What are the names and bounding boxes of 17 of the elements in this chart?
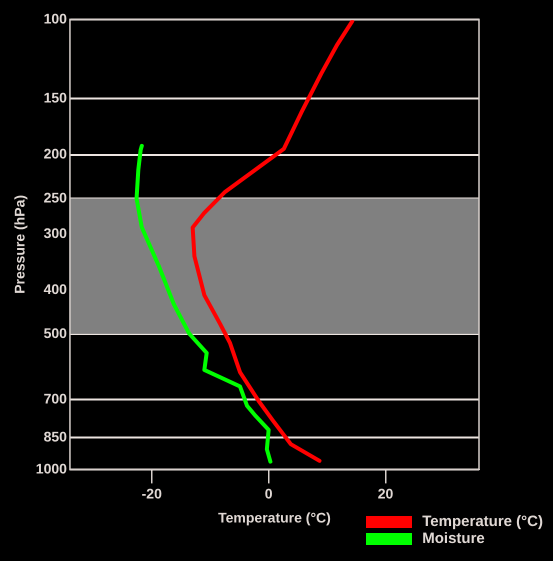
y-tick-label: 400 [44, 281, 68, 298]
y-tick-label: 850 [44, 428, 68, 444]
y-tick-label: 1000 [36, 460, 68, 476]
y-tick-label: 500 [44, 324, 68, 341]
y-tick-label: 100 [44, 10, 68, 26]
y-tick-label: 700 [44, 390, 68, 407]
y-axis-title: Pressure (hPa) [11, 194, 28, 294]
x-tick-label: -20 [142, 486, 162, 502]
x-tick-label: 20 [378, 486, 394, 502]
legend-label: Temperature (°C) [422, 513, 543, 530]
x-axis-title: Temperature (°C) [218, 509, 331, 526]
y-tick-label: 250 [44, 189, 68, 206]
legend-label: Moisture [422, 530, 485, 547]
y-tick-label: 150 [44, 90, 68, 106]
x-tick-label: 0 [264, 486, 273, 502]
y-tick-label: 300 [44, 224, 68, 241]
y-tick-label: 200 [44, 146, 68, 162]
